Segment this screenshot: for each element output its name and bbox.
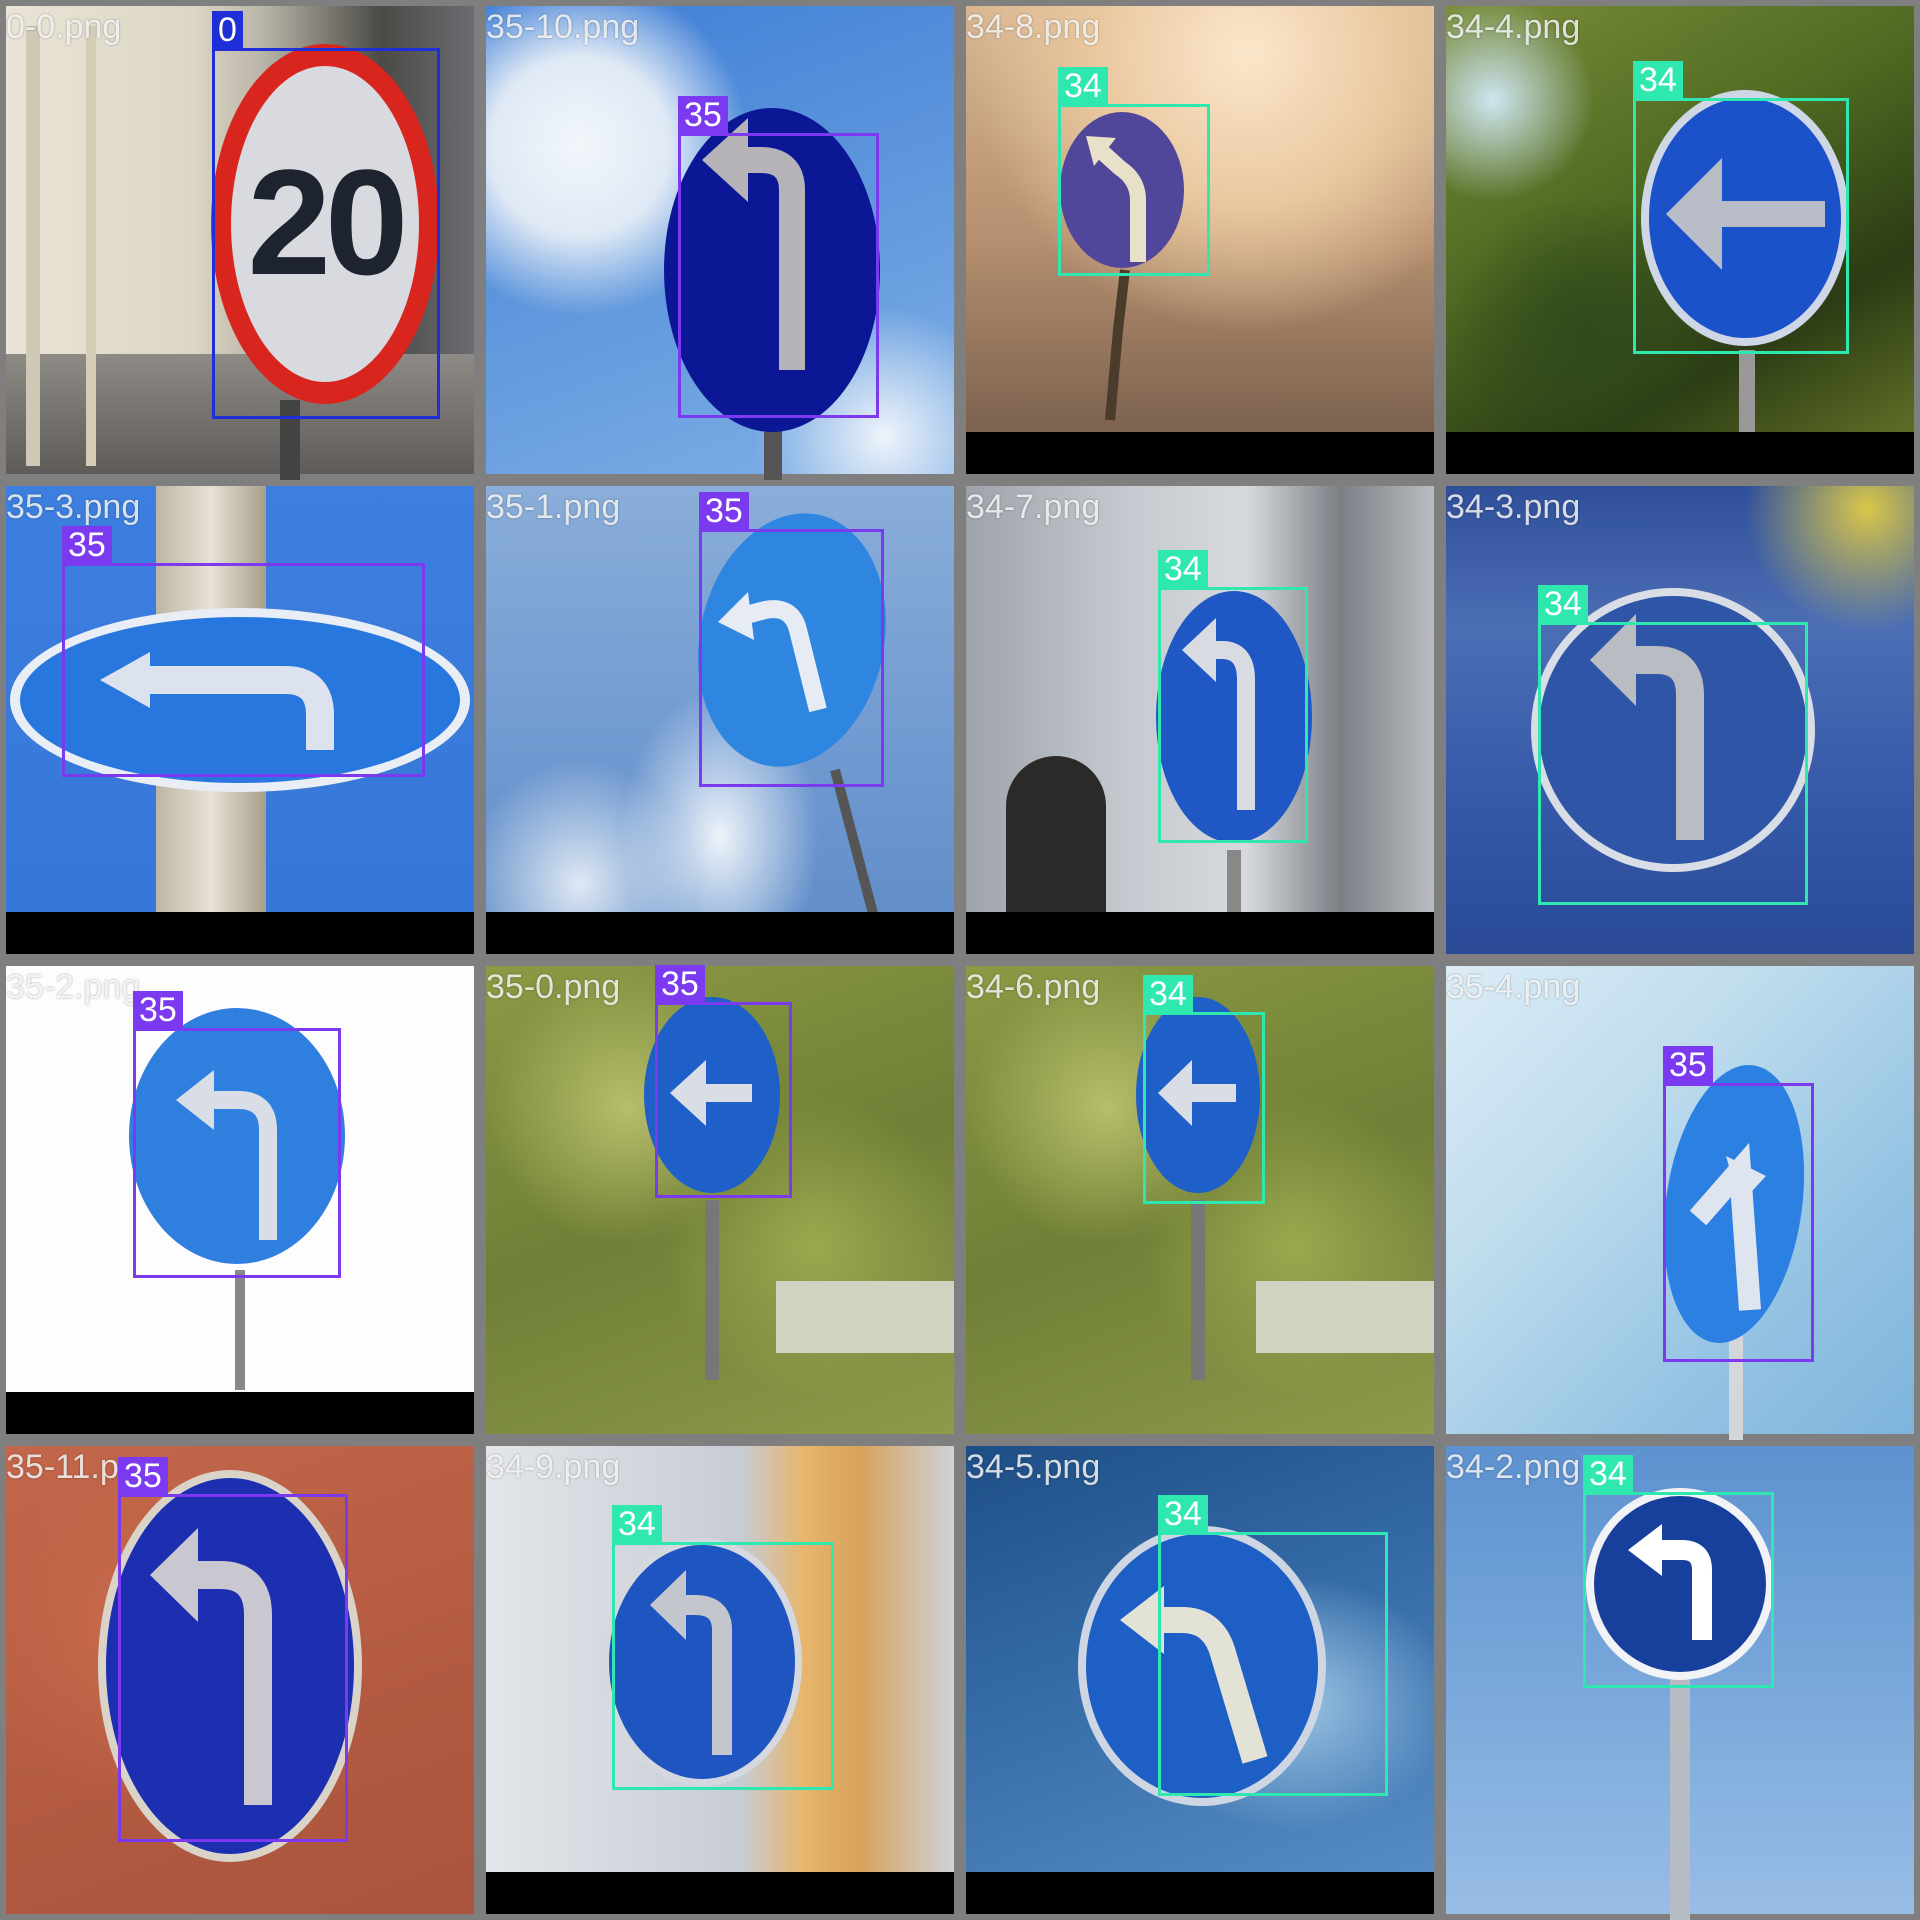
tile-7: 34-7.png 34 — [960, 480, 1440, 960]
bounding-box: 34 — [1633, 61, 1849, 354]
speed-limit-sign-icon — [211, 44, 439, 480]
bottom-bar — [966, 432, 1434, 474]
box-class-label: 0 — [212, 11, 243, 49]
left-turn-sign-icon — [664, 108, 880, 480]
bottom-bar — [486, 1872, 954, 1914]
bottom-bar — [6, 912, 474, 954]
filename-label: 35-10.png — [486, 8, 640, 46]
box-class-label: 34 — [1158, 550, 1208, 588]
tile-8: 34-3.png 34 — [1440, 480, 1920, 960]
bounding-box: 34 — [1583, 1455, 1774, 1688]
left-turn-round-sign-icon — [1531, 588, 1815, 872]
bounding-box: 35 — [62, 526, 425, 777]
filename-label: 35-1.png — [486, 488, 621, 526]
bounding-box: 0 — [212, 11, 440, 419]
box-class-label: 34 — [1583, 1455, 1633, 1493]
bottom-bar — [966, 912, 1434, 954]
left-arrow-sign-icon — [644, 997, 780, 1380]
left-turn-sign-icon — [602, 1538, 802, 1786]
tile-12: 35-4.png 35 — [1440, 960, 1920, 1440]
tilted-left-turn-sign-icon — [698, 513, 886, 942]
tile-3: 34-8.png 34 — [960, 0, 1440, 480]
tile-15: 34-5.png 34 — [960, 1440, 1440, 1920]
scene-buildings — [486, 1446, 954, 1914]
box-class-label: 34 — [1143, 975, 1193, 1013]
tile-5: 35-3.png 35 — [0, 480, 480, 960]
filename-label: 35-0.png — [486, 968, 621, 1006]
speed-sign-number: 20 — [247, 138, 409, 306]
box-class-label: 35 — [133, 991, 183, 1029]
box-class-label: 35 — [699, 492, 749, 530]
box-class-label: 35 — [655, 965, 705, 1003]
scene-sky-clouds — [486, 486, 954, 954]
filename-label: 34-3.png — [1446, 488, 1581, 526]
bounding-box: 35 — [678, 96, 879, 418]
filename-label: 34-4.png — [1446, 8, 1581, 46]
filename-label: 34-2.png — [1446, 1448, 1581, 1486]
filename-label: 34-8.png — [966, 8, 1101, 46]
bottom-bar — [966, 1872, 1434, 1914]
scene-cloudy-sunset — [966, 6, 1434, 474]
bounding-box: 34 — [612, 1505, 834, 1790]
left-turn-round-sign-icon — [1586, 1488, 1774, 1920]
bounding-box: 35 — [1663, 1046, 1814, 1362]
filename-label: 34-5.png — [966, 1448, 1101, 1486]
bounding-box: 35 — [699, 492, 884, 787]
left-turn-sign-icon — [129, 1008, 345, 1390]
bounding-box: 34 — [1158, 550, 1308, 843]
tile-6: 35-1.png 35 — [480, 480, 960, 960]
box-class-label: 34 — [1058, 67, 1108, 105]
bounding-box: 34 — [1143, 975, 1265, 1204]
box-class-label: 34 — [1538, 585, 1588, 623]
box-class-label: 35 — [1663, 1046, 1713, 1084]
bounding-box: 34 — [1158, 1495, 1388, 1796]
filename-label: 35-4.png — [1446, 968, 1581, 1006]
filename-label: 34-9.png — [486, 1448, 621, 1486]
tile-13: 35-11.png 35 — [0, 1440, 480, 1920]
bounding-box: 34 — [1058, 67, 1210, 276]
box-class-label: 34 — [612, 1505, 662, 1543]
left-turn-sign-icon — [1078, 1526, 1326, 1806]
tile-11: 34-6.png 34 — [960, 960, 1440, 1440]
bottom-bar — [486, 912, 954, 954]
left-turn-sign-icon — [1156, 591, 1312, 920]
bounding-box: 35 — [133, 991, 341, 1278]
bottom-bar — [1446, 432, 1914, 474]
box-class-label: 34 — [1158, 1495, 1208, 1533]
bounding-box: 35 — [655, 965, 792, 1198]
box-class-label: 35 — [118, 1457, 168, 1495]
left-arrow-sign-icon — [1641, 90, 1849, 440]
left-turn-wide-sign-icon — [10, 608, 470, 792]
filename-label: 35-3.png — [6, 488, 141, 526]
tile-2: 35-10.png 35 — [480, 0, 960, 480]
tile-9: 35-2.png 35 — [0, 960, 480, 1440]
tilted-left-turn-sign-icon — [1663, 1065, 1805, 1440]
filename-label: 34-7.png — [966, 488, 1101, 526]
bottom-bar — [6, 1392, 474, 1434]
left-turn-sign-icon — [98, 1470, 362, 1862]
tile-14: 34-9.png 34 — [480, 1440, 960, 1920]
tile-1: 20 0-0.png 0 — [0, 0, 480, 480]
box-class-label: 35 — [678, 96, 728, 134]
tile-10: 35-0.png 35 — [480, 960, 960, 1440]
box-class-label: 35 — [62, 526, 112, 564]
left-arrow-sign-icon — [1136, 997, 1260, 1380]
filename-label: 35-2.png — [6, 968, 141, 1006]
tile-4: 34-4.png 34 — [1440, 0, 1920, 480]
filename-label: 34-6.png — [966, 968, 1101, 1006]
tile-16: 34-2.png 34 — [1440, 1440, 1920, 1920]
filename-label: 0-0.png — [6, 8, 122, 46]
box-class-label: 34 — [1633, 61, 1683, 99]
bounding-box: 34 — [1538, 585, 1808, 905]
bounding-box: 35 — [118, 1457, 348, 1842]
bent-left-arrow-sign-icon — [1060, 112, 1184, 421]
